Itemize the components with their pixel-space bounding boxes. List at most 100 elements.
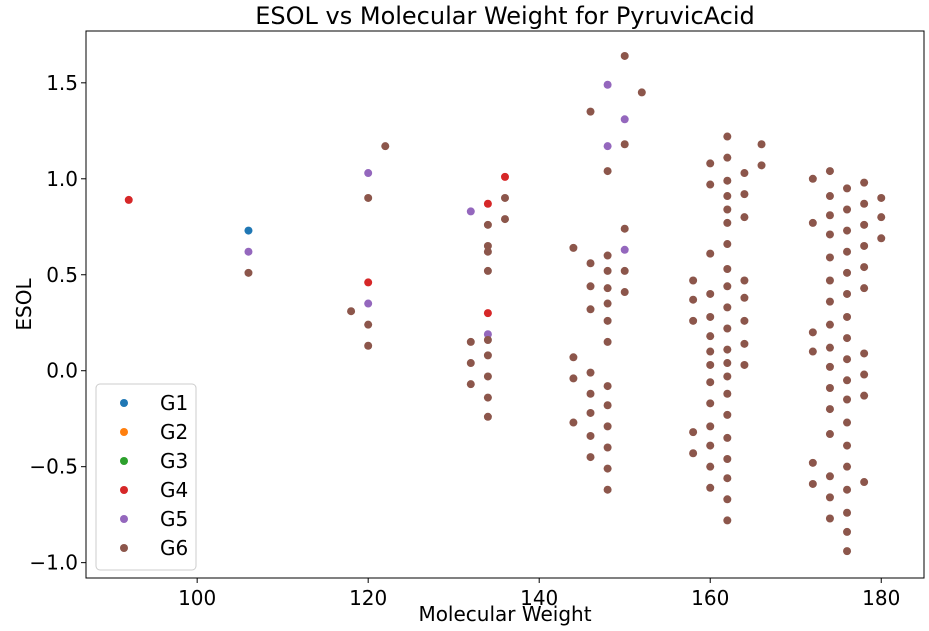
data-point-g5-0 (244, 247, 253, 256)
data-point-g6-42 (603, 422, 612, 431)
data-point-g6-140 (843, 527, 852, 536)
data-point-g6-76 (723, 218, 732, 227)
data-point-g6-144 (860, 220, 869, 229)
data-point-g6-61 (706, 312, 715, 321)
data-point-g6-80 (723, 303, 732, 312)
data-point-g6-142 (860, 178, 869, 187)
data-point-g6-137 (843, 462, 852, 471)
legend-marker-g3 (120, 457, 128, 465)
data-point-g6-122 (825, 493, 834, 502)
y-tick-label-4: 1.0 (46, 167, 78, 191)
x-tick-label-2: 140 (520, 586, 558, 610)
y-tick-label-3: 0.5 (46, 263, 78, 287)
data-point-g6-17 (483, 412, 492, 421)
y-axis-label: ESOL (12, 278, 36, 331)
data-point-g6-67 (706, 422, 715, 431)
data-point-g6-153 (877, 213, 886, 222)
data-point-g6-120 (825, 430, 834, 439)
data-point-g6-62 (706, 332, 715, 341)
data-point-g6-54 (689, 316, 698, 325)
data-point-g6-148 (860, 349, 869, 358)
x-tick-label-0: 100 (178, 586, 216, 610)
data-point-g6-69 (706, 462, 715, 471)
data-point-g6-25 (586, 259, 595, 268)
legend-marker-g4 (120, 486, 128, 494)
data-point-g6-101 (757, 161, 766, 170)
data-point-g6-95 (740, 276, 749, 285)
data-point-g6-58 (706, 180, 715, 189)
data-point-g6-63 (706, 347, 715, 356)
data-point-g6-29 (586, 389, 595, 398)
data-point-g6-0 (244, 268, 253, 277)
data-point-g6-141 (843, 547, 852, 556)
data-point-g6-21 (569, 353, 578, 362)
legend-label-g2: G2 (160, 420, 188, 444)
data-point-g6-85 (723, 389, 732, 398)
data-point-g6-10 (483, 241, 492, 250)
y-axis: −1.0 −0.5 0.0 0.5 1.0 1.5 (29, 71, 86, 575)
data-point-g6-81 (723, 324, 732, 333)
data-point-g5-6 (603, 142, 612, 151)
data-point-g6-114 (825, 297, 834, 306)
data-point-g6-16 (483, 393, 492, 402)
data-point-g6-5 (381, 142, 390, 151)
data-point-g6-22 (569, 374, 578, 383)
legend: G1 G2 G3 G4 G5 G6 (95, 383, 197, 571)
data-point-g6-45 (603, 485, 612, 494)
data-point-g5-1 (364, 169, 373, 178)
x-tick-label-3: 160 (691, 586, 729, 610)
y-tick-label-2: 0.0 (46, 359, 78, 383)
data-point-g6-132 (843, 355, 852, 364)
data-point-g6-36 (603, 284, 612, 293)
data-point-g6-107 (808, 479, 817, 488)
data-point-g6-94 (740, 213, 749, 222)
data-point-g5-8 (620, 245, 629, 254)
data-point-g6-108 (825, 167, 834, 176)
data-point-g6-93 (740, 190, 749, 199)
data-point-g6-19 (501, 215, 509, 224)
data-point-g6-130 (843, 312, 852, 321)
legend-label-g5: G5 (160, 507, 188, 531)
data-point-g4-1 (364, 278, 373, 287)
data-point-g6-37 (603, 299, 612, 308)
data-point-g4-4 (501, 172, 509, 181)
data-point-g6-115 (825, 320, 834, 329)
data-point-g6-134 (843, 395, 852, 404)
data-point-g6-4 (364, 341, 373, 350)
data-point-g6-84 (723, 372, 732, 381)
data-point-g6-3 (364, 320, 373, 329)
data-point-g6-90 (723, 495, 732, 504)
data-point-g6-145 (860, 241, 869, 250)
data-point-g6-7 (466, 359, 475, 368)
data-point-g6-68 (706, 441, 715, 450)
data-point-g6-23 (569, 418, 578, 427)
y-tick-label-1: −0.5 (29, 455, 78, 479)
data-point-g6-43 (603, 443, 612, 452)
data-point-g5-2 (364, 299, 373, 308)
data-point-g6-113 (825, 276, 834, 285)
data-point-g6-48 (620, 224, 629, 233)
data-point-g6-44 (603, 464, 612, 473)
legend-label-g3: G3 (160, 449, 188, 473)
data-point-g6-34 (603, 251, 612, 260)
legend-label-g6: G6 (160, 536, 188, 560)
data-point-g6-20 (569, 243, 578, 252)
data-point-g6-59 (706, 249, 715, 258)
data-point-g6-104 (808, 328, 817, 337)
data-point-g6-135 (843, 418, 852, 427)
data-point-g6-60 (706, 289, 715, 298)
data-point-g6-47 (620, 140, 629, 149)
data-point-g6-35 (603, 266, 612, 275)
data-point-g6-6 (466, 337, 475, 346)
data-point-g6-102 (808, 174, 817, 183)
data-point-g6-50 (620, 288, 629, 297)
data-point-g6-53 (689, 295, 698, 304)
data-point-g6-154 (877, 234, 886, 243)
data-point-g6-96 (740, 293, 749, 302)
legend-marker-g1 (120, 399, 128, 407)
x-tick-label-4: 180 (862, 586, 900, 610)
legend-marker-g5 (120, 515, 128, 523)
data-point-g6-147 (860, 284, 869, 293)
data-point-g6-111 (825, 230, 834, 239)
data-point-g6-79 (723, 282, 732, 291)
